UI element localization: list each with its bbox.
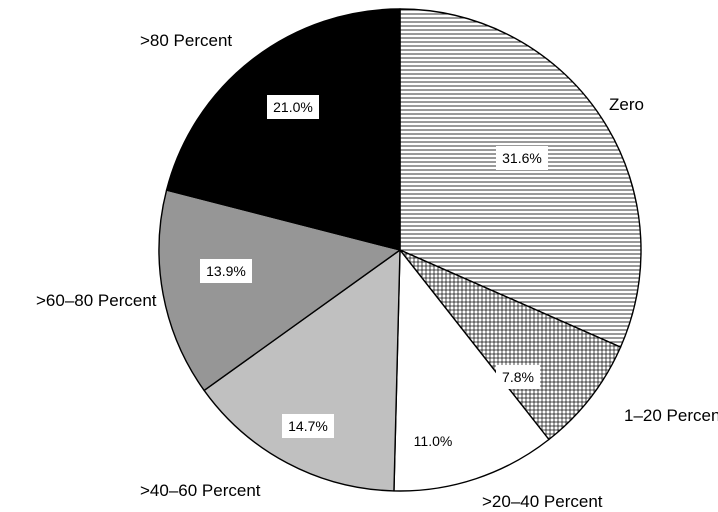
value-label-boxes	[200, 95, 548, 453]
slice-category-label: Zero	[609, 95, 644, 114]
slice-value-label: 31.6%	[502, 150, 542, 166]
chart-labels: 31.6% Zero 7.8% 1–20 Percent 11.0% >20–40 Per…	[36, 31, 718, 511]
slice-value-label: 7.8%	[502, 369, 534, 385]
value-label-box	[200, 259, 252, 283]
value-label-box	[407, 429, 459, 453]
slice-value-label: 21.0%	[273, 99, 313, 115]
value-label-box	[282, 414, 334, 438]
value-label-box	[496, 365, 540, 389]
slice-category-label: 1–20 Percent	[624, 406, 718, 425]
slice-value-label: 11.0%	[414, 433, 453, 449]
pie-slices	[158, 8, 642, 492]
slice-value-label: 14.7%	[288, 418, 328, 434]
value-label-box	[496, 146, 548, 170]
pie-slice	[399, 249, 622, 441]
pie-slice	[165, 8, 401, 251]
pie-slice	[158, 189, 401, 392]
slice-category-label: >60–80 Percent	[36, 291, 157, 310]
value-label-box	[267, 95, 319, 119]
slice-category-label: >40–60 Percent	[140, 481, 261, 500]
pie-slice	[399, 8, 642, 348]
slice-value-label: 13.9%	[206, 263, 246, 279]
slice-category-label: >20–40 Percent	[482, 492, 603, 511]
slice-category-label: >80 Percent	[140, 31, 232, 50]
pie-slice	[203, 249, 401, 492]
